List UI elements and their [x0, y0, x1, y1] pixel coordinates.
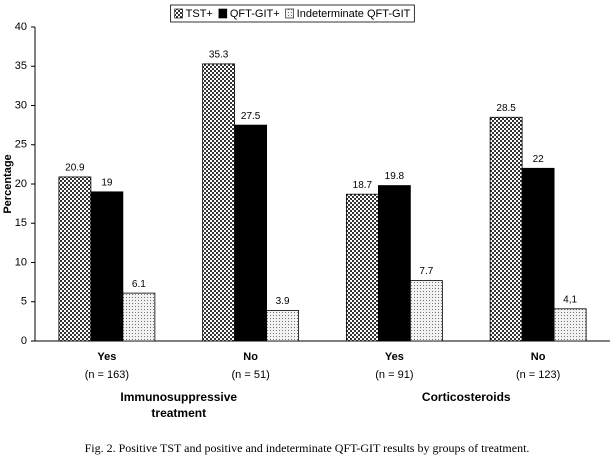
bar [58, 176, 92, 342]
value-label: 19.8 [385, 171, 405, 182]
caption: Fig. 2. Positive TST and positive and in… [85, 441, 530, 455]
x-tick-note: (n = 123) [516, 369, 560, 381]
bar [377, 185, 411, 342]
legend-label: TST+ [186, 8, 213, 20]
value-label: 22 [533, 154, 545, 165]
y-tick-label: 10 [15, 256, 27, 268]
x-tick-note: (n = 163) [85, 369, 129, 381]
group-label: treatment [151, 406, 206, 420]
x-tick-label: Yes [385, 351, 404, 363]
y-tick-label: 40 [15, 21, 27, 33]
legend-swatch [174, 8, 183, 19]
bar [409, 280, 443, 342]
bar [234, 124, 268, 342]
value-label: 28.5 [496, 103, 516, 114]
group-label: Immunosuppressive [120, 390, 237, 404]
x-tick-label: Yes [97, 351, 116, 363]
bar [202, 63, 236, 342]
value-label: 35.3 [209, 50, 229, 61]
value-label: 27.5 [241, 111, 261, 122]
value-label: 20.9 [65, 163, 85, 174]
bar [266, 309, 300, 342]
value-label: 19 [101, 177, 113, 188]
y-tick-label: 25 [15, 139, 27, 151]
y-tick-label: 30 [15, 99, 27, 111]
x-tick-note: (n = 51) [232, 369, 270, 381]
bar [553, 308, 587, 342]
legend-label: Indeterminate QFT-GIT [297, 8, 411, 20]
bar [521, 167, 555, 342]
value-label: 18.7 [353, 180, 373, 191]
legend-swatch [285, 8, 294, 19]
legend-label: QFT-GIT+ [230, 8, 280, 20]
value-label: 7.7 [419, 266, 433, 277]
group-label: Corticosteroids [422, 390, 511, 404]
bar [90, 191, 124, 342]
x-tick-note: (n = 91) [375, 369, 413, 381]
value-label: 6.1 [132, 279, 146, 290]
bar [489, 116, 523, 342]
value-label: 3.9 [276, 296, 290, 307]
x-tick-label: No [531, 351, 546, 363]
bar [122, 292, 156, 342]
x-tick-label: No [243, 351, 258, 363]
y-axis-label: Percentage [2, 154, 14, 213]
y-tick-label: 35 [15, 60, 27, 72]
y-tick-label: 0 [21, 335, 27, 347]
y-tick-label: 5 [21, 296, 27, 308]
bar [345, 193, 379, 342]
y-tick-label: 20 [15, 178, 27, 190]
y-tick-label: 15 [15, 217, 27, 229]
legend-swatch [218, 8, 228, 19]
value-label: 4,1 [563, 294, 577, 305]
